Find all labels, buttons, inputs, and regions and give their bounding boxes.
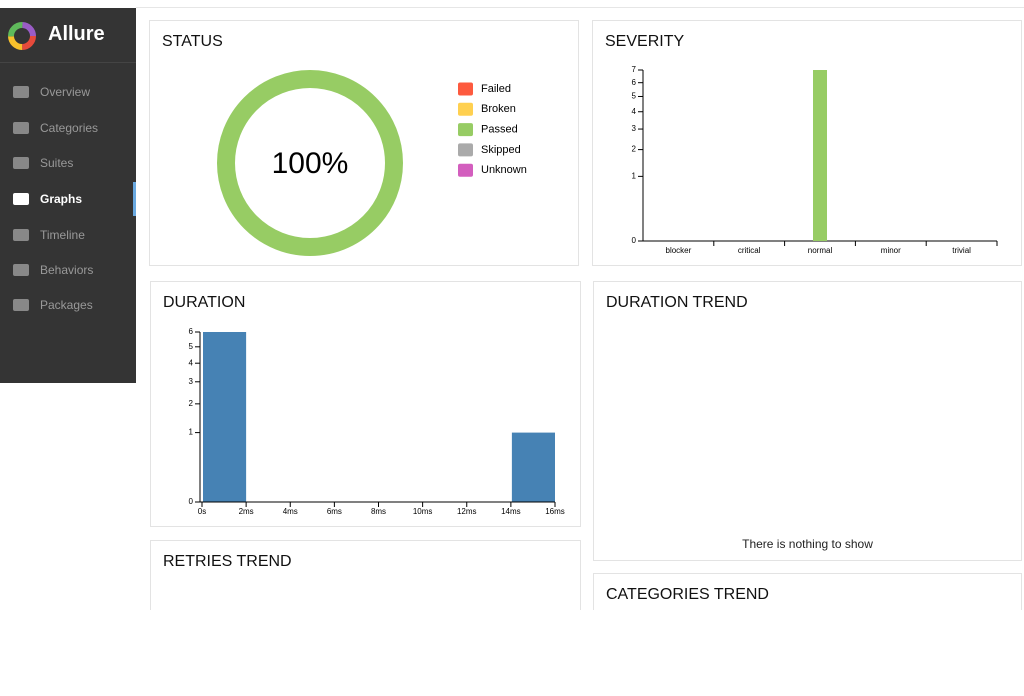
x-tick-label: 0s [198, 507, 206, 516]
y-tick-label: 2 [632, 145, 637, 154]
nav-item[interactable]: Suites [0, 146, 136, 180]
x-tick-label: trivial [952, 246, 971, 255]
nav-icon [13, 86, 29, 98]
nav-label: Categories [40, 121, 99, 135]
x-tick-label: 4ms [283, 507, 298, 516]
retries-trend-panel: RETRIES TREND [150, 540, 581, 610]
y-tick-label: 4 [632, 107, 637, 116]
panel-title: DURATION [163, 294, 246, 311]
x-tick-label: 14ms [501, 507, 521, 516]
legend-swatch [458, 143, 473, 157]
legend-label: Unknown [481, 164, 527, 176]
y-tick-label: 3 [632, 124, 637, 133]
legend-label: Passed [481, 124, 518, 136]
x-tick-label: critical [738, 246, 761, 255]
nav-icon [13, 157, 29, 169]
nav-label: Graphs [40, 192, 83, 206]
histogram-bar [203, 332, 247, 502]
nav-icon [13, 299, 29, 311]
panel-title: STATUS [162, 33, 223, 50]
legend-label: Skipped [481, 144, 521, 156]
nav-icon [13, 229, 29, 241]
x-tick-label: 2ms [239, 507, 254, 516]
x-tick-label: 8ms [371, 507, 386, 516]
nav-icon [13, 122, 29, 134]
nav-item[interactable]: Graphs [0, 182, 136, 216]
panel-title: SEVERITY [605, 33, 685, 50]
nav-icon [13, 193, 29, 205]
legend-swatch [458, 123, 473, 137]
bar [813, 70, 827, 241]
y-tick-label: 3 [189, 377, 194, 386]
x-tick-label: blocker [666, 246, 692, 255]
severity-panel: SEVERITY [592, 20, 1022, 266]
panel-title: CATEGORIES TREND [606, 586, 769, 603]
histogram-bar [511, 432, 555, 502]
x-tick-label: minor [881, 246, 901, 255]
pie-slice [217, 70, 403, 256]
nav-item[interactable]: Packages [0, 288, 136, 322]
y-tick-label: 6 [189, 327, 194, 336]
y-tick-label: 1 [189, 428, 194, 437]
y-tick-label: 0 [189, 497, 194, 506]
nav-item[interactable]: Timeline [0, 218, 136, 252]
brand[interactable]: Allure [48, 23, 105, 45]
y-tick-label: 5 [189, 342, 194, 351]
nav-item[interactable]: Overview [0, 75, 136, 109]
y-tick-label: 0 [632, 236, 637, 245]
x-tick-label: 16ms [545, 507, 565, 516]
nav-label: Timeline [40, 228, 85, 242]
legend-label: Broken [481, 103, 516, 115]
legend-swatch [458, 82, 473, 96]
page: Allure Overview Categories Suites Graphs Tim… [0, 7, 1024, 610]
y-tick-label: 4 [189, 358, 194, 367]
y-tick-label: 2 [189, 399, 194, 408]
nav-item[interactable]: Behaviors [0, 253, 136, 287]
categories-trend-panel: CATEGORIES TREND [593, 573, 1022, 610]
y-tick-label: 7 [632, 65, 637, 74]
nav-icon [13, 264, 29, 276]
charts: 100% Failed Broken Passed Skipped Unknown 0 1 2 3… [189, 65, 998, 516]
x-tick-label: 10ms [413, 507, 433, 516]
center-label: 100% [272, 147, 349, 180]
empty-message: There is nothing to show [742, 537, 873, 551]
sidebar: Allure Overview Categories Suites Graphs Tim… [0, 8, 136, 383]
x-tick-label: 12ms [457, 507, 477, 516]
y-tick-label: 6 [632, 78, 637, 87]
panel-title: RETRIES TREND [163, 553, 292, 570]
nav-item[interactable]: Categories [0, 111, 136, 145]
legend-swatch [458, 163, 473, 177]
y-tick-label: 5 [632, 92, 637, 101]
nav-label: Packages [40, 298, 93, 312]
nav-label: Suites [40, 156, 74, 170]
legend-label: Failed [481, 83, 511, 95]
panel-title: DURATION TREND [606, 294, 748, 311]
y-tick-label: 1 [632, 171, 637, 180]
x-tick-label: 6ms [327, 507, 342, 516]
x-tick-label: normal [808, 246, 833, 255]
legend-swatch [458, 102, 473, 116]
nav-label: Overview [40, 85, 91, 99]
nav-label: Behaviors [40, 263, 94, 277]
duration-trend-panel: DURATION TREND There is nothing to show [593, 281, 1022, 561]
logo [8, 22, 36, 50]
